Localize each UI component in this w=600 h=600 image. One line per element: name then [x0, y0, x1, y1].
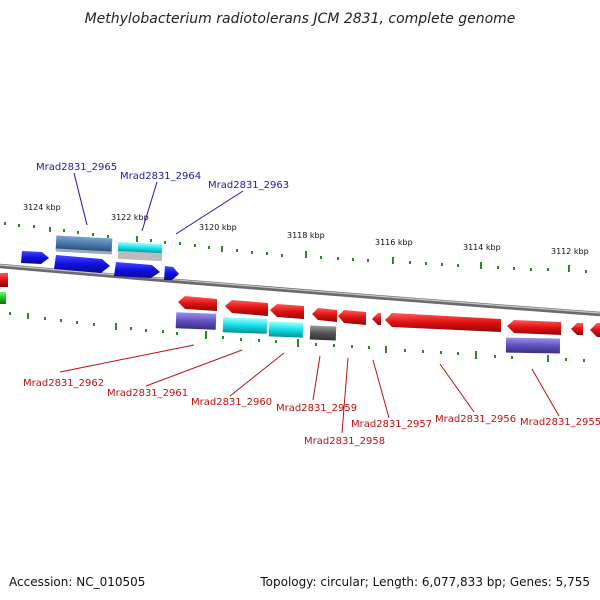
gene-label[interactable]: Mrad2831_2959 [276, 403, 357, 414]
tick-label: 3120 kbp [199, 223, 237, 232]
gene-red-arrow[interactable] [270, 304, 304, 319]
gene-cyan-lower[interactable] [222, 317, 268, 334]
gene-label[interactable]: Mrad2831_2955 [520, 417, 600, 428]
inner-tick-ring [9, 312, 585, 362]
gene-red-edge [0, 273, 8, 287]
genome-summary: Topology: circular; Length: 6,077,833 bp… [259, 575, 590, 589]
gene-green-edge [0, 292, 6, 304]
gene-blue-arrow[interactable] [114, 262, 160, 278]
reverse-strand-genes [175, 296, 600, 354]
tick-label: 3116 kbp [375, 238, 413, 247]
gene-red-arrow[interactable] [385, 313, 501, 332]
gene-red-arrow[interactable] [507, 320, 561, 335]
tick-label: 3122 kbp [111, 213, 149, 222]
gene-label[interactable]: Mrad2831_2961 [107, 388, 188, 399]
outer-tick-ring [4, 222, 587, 273]
gene-blue-arrow[interactable] [54, 255, 110, 273]
forward-label-leaders [73, 172, 244, 235]
gene-label[interactable]: Mrad2831_2965 [36, 162, 117, 173]
gene-red-arrow[interactable] [225, 300, 268, 316]
gene-label[interactable]: Mrad2831_2964 [120, 171, 201, 182]
gene-label[interactable]: Mrad2831_2960 [191, 397, 272, 408]
gene-purple[interactable] [505, 337, 561, 354]
gene-label[interactable]: Mrad2831_2957 [351, 419, 432, 430]
gene-cyan-lower[interactable] [268, 321, 304, 338]
gene-label[interactable]: Mrad2831_2962 [23, 378, 104, 389]
gene-red-arrow[interactable] [571, 323, 583, 335]
gene-gray-lower[interactable] [309, 325, 337, 341]
tick-label: 3112 kbp [551, 247, 589, 256]
gene-cyan-upper[interactable] [117, 241, 163, 255]
gene-red-arrow[interactable] [590, 323, 600, 337]
gene-purple[interactable] [175, 312, 217, 330]
gene-blue-arrow[interactable] [164, 266, 179, 280]
gene-red-arrow[interactable] [338, 310, 366, 325]
gene-red-arrow[interactable] [178, 296, 217, 311]
gene-gray-upper [117, 250, 163, 262]
tick-label: 3124 kbp [23, 203, 61, 212]
accession-text: Accession: NC_010505 [9, 575, 145, 589]
gene-red-arrow[interactable] [372, 313, 381, 325]
gene-steel-upper[interactable] [55, 235, 113, 253]
reverse-label-leaders [59, 344, 560, 434]
gene-steel-upper-shadow [55, 248, 113, 255]
genome-backbone [0, 263, 600, 317]
gene-red-arrow[interactable] [312, 308, 337, 322]
tick-label: 3114 kbp [463, 243, 501, 252]
gene-blue-arrow[interactable] [21, 251, 49, 264]
genome-title: Methylobacterium radiotolerans JCM 2831,… [85, 11, 516, 27]
genome-backbone-highlight [0, 264, 600, 314]
tick-label: 3118 kbp [287, 231, 325, 240]
gene-label[interactable]: Mrad2831_2958 [304, 436, 385, 447]
gene-label[interactable]: Mrad2831_2963 [208, 180, 289, 191]
forward-strand-genes [0, 235, 179, 304]
gene-label[interactable]: Mrad2831_2956 [435, 414, 516, 425]
